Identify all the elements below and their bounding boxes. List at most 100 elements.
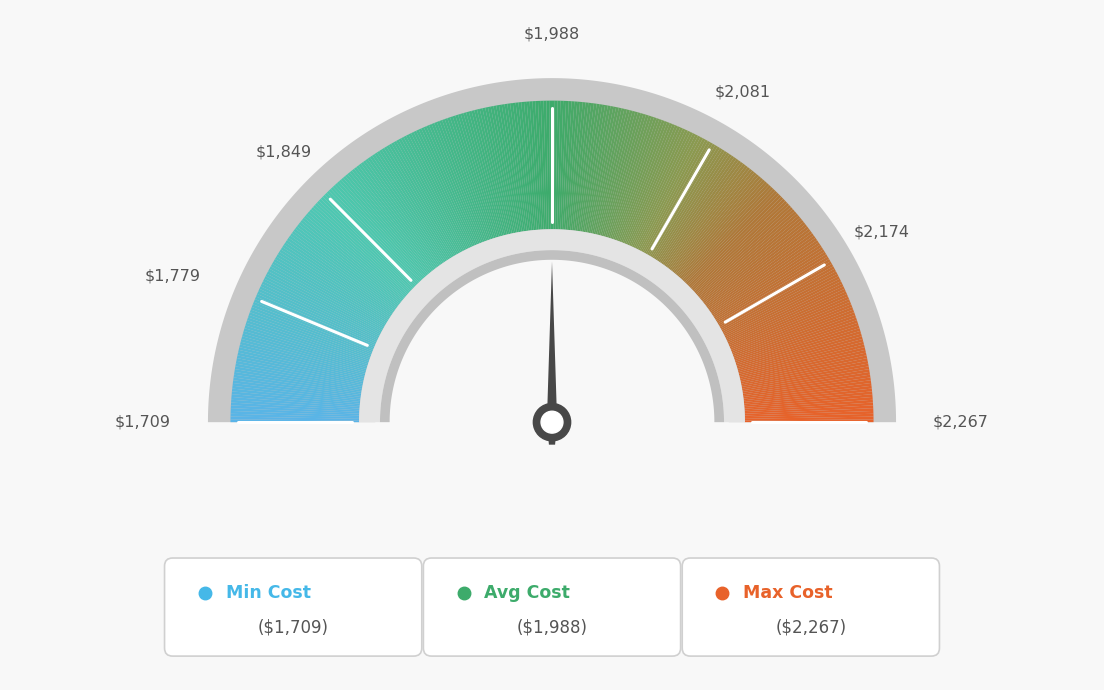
Polygon shape bbox=[251, 307, 372, 355]
Polygon shape bbox=[578, 104, 599, 231]
Polygon shape bbox=[521, 102, 535, 230]
Polygon shape bbox=[571, 102, 585, 230]
Polygon shape bbox=[737, 336, 862, 372]
Polygon shape bbox=[437, 121, 485, 242]
Polygon shape bbox=[283, 245, 391, 317]
Polygon shape bbox=[742, 361, 868, 387]
Circle shape bbox=[533, 404, 571, 441]
Polygon shape bbox=[238, 347, 364, 379]
Polygon shape bbox=[442, 119, 488, 241]
Polygon shape bbox=[339, 179, 425, 277]
Polygon shape bbox=[686, 191, 777, 284]
Polygon shape bbox=[619, 121, 667, 242]
Polygon shape bbox=[574, 103, 591, 230]
Polygon shape bbox=[714, 249, 825, 320]
Polygon shape bbox=[730, 299, 850, 350]
Polygon shape bbox=[275, 257, 386, 324]
Polygon shape bbox=[666, 162, 743, 267]
Polygon shape bbox=[733, 310, 854, 356]
Polygon shape bbox=[612, 117, 654, 239]
Polygon shape bbox=[607, 114, 646, 237]
Polygon shape bbox=[485, 107, 513, 233]
Polygon shape bbox=[722, 268, 836, 332]
Polygon shape bbox=[510, 103, 529, 231]
Polygon shape bbox=[363, 160, 440, 266]
Text: $1,988: $1,988 bbox=[524, 26, 580, 41]
Polygon shape bbox=[744, 397, 873, 408]
Polygon shape bbox=[648, 144, 715, 256]
Polygon shape bbox=[671, 169, 752, 271]
Polygon shape bbox=[411, 132, 469, 249]
Polygon shape bbox=[445, 118, 489, 240]
Polygon shape bbox=[232, 391, 360, 405]
Polygon shape bbox=[263, 279, 380, 337]
Polygon shape bbox=[274, 259, 385, 326]
Polygon shape bbox=[297, 224, 400, 305]
Polygon shape bbox=[294, 228, 397, 308]
Polygon shape bbox=[235, 366, 362, 391]
Polygon shape bbox=[394, 141, 458, 254]
Polygon shape bbox=[742, 369, 870, 392]
Text: $2,081: $2,081 bbox=[714, 85, 771, 99]
Polygon shape bbox=[559, 101, 566, 230]
Polygon shape bbox=[532, 101, 542, 230]
Text: Max Cost: Max Cost bbox=[743, 584, 832, 602]
Polygon shape bbox=[724, 276, 840, 336]
Polygon shape bbox=[582, 105, 605, 232]
Polygon shape bbox=[236, 358, 363, 385]
Polygon shape bbox=[488, 106, 516, 233]
Polygon shape bbox=[725, 282, 842, 339]
Polygon shape bbox=[604, 112, 640, 237]
Polygon shape bbox=[627, 126, 680, 245]
Polygon shape bbox=[426, 125, 478, 244]
Polygon shape bbox=[513, 103, 530, 230]
Polygon shape bbox=[700, 215, 800, 299]
Polygon shape bbox=[416, 130, 473, 247]
Polygon shape bbox=[740, 347, 866, 379]
Polygon shape bbox=[651, 146, 720, 257]
Polygon shape bbox=[429, 124, 480, 244]
Polygon shape bbox=[396, 139, 460, 253]
Polygon shape bbox=[693, 203, 789, 292]
Polygon shape bbox=[238, 350, 364, 380]
Polygon shape bbox=[714, 247, 824, 319]
Polygon shape bbox=[555, 101, 561, 229]
Polygon shape bbox=[418, 128, 474, 246]
Polygon shape bbox=[709, 235, 816, 311]
Polygon shape bbox=[352, 169, 433, 271]
Polygon shape bbox=[242, 336, 367, 372]
Polygon shape bbox=[735, 320, 858, 362]
Polygon shape bbox=[672, 170, 754, 273]
Polygon shape bbox=[657, 152, 730, 262]
Polygon shape bbox=[626, 125, 678, 244]
Polygon shape bbox=[424, 126, 477, 245]
Polygon shape bbox=[707, 228, 810, 308]
Polygon shape bbox=[575, 103, 594, 231]
Polygon shape bbox=[535, 101, 543, 230]
Polygon shape bbox=[584, 105, 608, 232]
Polygon shape bbox=[546, 262, 558, 444]
Polygon shape bbox=[501, 104, 523, 232]
Polygon shape bbox=[744, 388, 872, 404]
Polygon shape bbox=[538, 101, 545, 230]
Polygon shape bbox=[630, 128, 686, 246]
Polygon shape bbox=[634, 130, 690, 248]
Polygon shape bbox=[687, 193, 779, 286]
Polygon shape bbox=[735, 323, 859, 364]
Polygon shape bbox=[325, 193, 417, 286]
Polygon shape bbox=[276, 254, 388, 323]
FancyBboxPatch shape bbox=[164, 558, 422, 656]
Polygon shape bbox=[588, 106, 616, 233]
Polygon shape bbox=[722, 271, 837, 333]
Polygon shape bbox=[247, 317, 370, 361]
Polygon shape bbox=[242, 333, 367, 371]
Polygon shape bbox=[359, 164, 437, 268]
Polygon shape bbox=[577, 104, 597, 231]
Polygon shape bbox=[490, 106, 517, 233]
Text: ($1,988): ($1,988) bbox=[517, 618, 587, 636]
Polygon shape bbox=[564, 101, 574, 230]
Polygon shape bbox=[368, 157, 443, 264]
Polygon shape bbox=[262, 282, 379, 339]
Polygon shape bbox=[741, 353, 867, 382]
Polygon shape bbox=[231, 417, 359, 420]
